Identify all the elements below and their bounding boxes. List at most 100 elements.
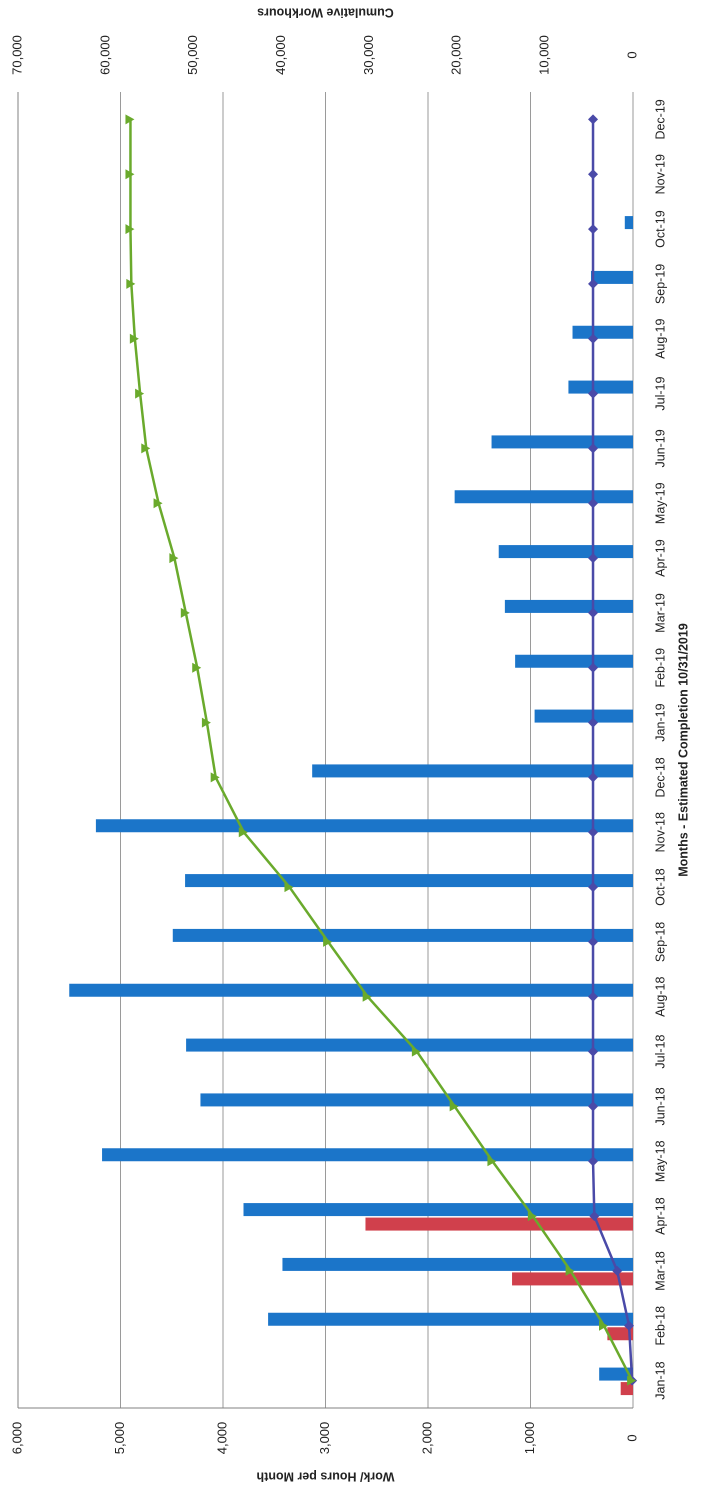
bar-monthly-hours [534, 709, 633, 723]
category-label: Aug-19 [653, 319, 667, 359]
line-marker-diamond [588, 224, 599, 235]
line-marker-diamond [624, 1320, 635, 1331]
line-marker-diamond [588, 498, 599, 509]
category-label: Jul-19 [653, 377, 667, 411]
line-marker-diamond [588, 991, 599, 1002]
line-marker-triangle [125, 224, 135, 235]
line-marker-triangle [153, 498, 163, 509]
category-label: Mar-18 [653, 1251, 667, 1291]
bar-secondary-hours [607, 1327, 633, 1341]
line-marker-triangle [125, 169, 135, 180]
category-label: Mar-19 [653, 593, 667, 633]
category-label: Sep-18 [653, 922, 667, 962]
bar-monthly-hours [504, 599, 633, 613]
value-tick-label: 3,000 [317, 1422, 332, 1455]
line-marker-triangle [141, 443, 151, 454]
line-marker-triangle [192, 662, 202, 673]
value-tick-label: 4,000 [214, 1422, 229, 1455]
line-marker-triangle [129, 333, 139, 344]
line-marker-diamond [588, 114, 599, 125]
line-cumulative-workhours [129, 119, 634, 1382]
y2-axis-title: Cumulative Workhours [257, 6, 394, 20]
line-marker-triangle [284, 882, 294, 893]
line-marker-diamond [588, 827, 599, 838]
bar-monthly-hours [491, 435, 633, 449]
line-marker-triangle [125, 114, 135, 125]
line-marker-diamond [588, 936, 599, 947]
line-marker-triangle [411, 1046, 421, 1057]
value-tick-label: 5,000 [112, 1422, 127, 1455]
category-label: Sep-19 [653, 264, 667, 304]
bar-monthly-hours [282, 1257, 633, 1271]
category-label: Jan-19 [653, 703, 667, 741]
bar-monthly-hours [572, 325, 633, 339]
category-label: Oct-18 [653, 868, 667, 906]
y-axis-title: Work/ Hours per Month [257, 1470, 395, 1484]
value-tick-label: 1,000 [522, 1422, 537, 1455]
bar-monthly-hours [185, 874, 633, 888]
bar-monthly-hours [95, 819, 633, 833]
category-label: Dec-18 [653, 757, 667, 797]
line-marker-diamond [588, 333, 599, 344]
value-tick-label: 0 [624, 1434, 639, 1441]
category-label: Feb-19 [653, 648, 667, 688]
line-marker-triangle [126, 278, 136, 289]
line-marker-triangle [527, 1211, 537, 1222]
bar-monthly-hours [200, 1093, 633, 1107]
line-marker-diamond [588, 388, 599, 399]
line-marker-triangle [362, 991, 372, 1002]
value-tick-label: 2,000 [419, 1422, 434, 1455]
bar-monthly-hours [498, 545, 633, 559]
category-label: Dec-19 [653, 99, 667, 139]
line-marker-diamond [588, 717, 599, 728]
line-marker-triangle [238, 827, 248, 838]
line-marker-diamond [588, 278, 599, 289]
cumulative-tick-label: 0 [624, 51, 639, 58]
line-marker-diamond [588, 169, 599, 180]
line-marker-diamond [588, 1101, 599, 1112]
category-label: May-19 [653, 482, 667, 524]
bar-monthly-hours [69, 983, 633, 997]
line-series-blue [591, 119, 634, 1381]
value-tick-label: 6,000 [9, 1422, 24, 1455]
category-label: Feb-18 [653, 1306, 667, 1346]
line-marker-triangle [210, 772, 220, 783]
line-marker-diamond [588, 662, 599, 673]
bar-monthly-hours [590, 270, 633, 284]
cumulative-tick-label: 10,000 [537, 35, 552, 75]
line-marker-diamond [588, 1046, 599, 1057]
line-marker-triangle [135, 388, 145, 399]
cumulative-tick-label: 50,000 [185, 35, 200, 75]
line-marker-diamond [612, 1265, 623, 1276]
line-marker-diamond [589, 1211, 600, 1222]
cumulative-tick-label: 30,000 [361, 35, 376, 75]
bar-monthly-hours [312, 764, 633, 778]
category-label: Jan-18 [653, 1361, 667, 1399]
line-marker-triangle [565, 1265, 575, 1276]
line-marker-diamond [588, 553, 599, 564]
cumulative-tick-label: 40,000 [273, 35, 288, 75]
category-label: Apr-18 [653, 1197, 667, 1235]
bar-secondary-hours [512, 1272, 633, 1286]
line-marker-triangle [201, 717, 211, 728]
cumulative-tick-label: 60,000 [97, 35, 112, 75]
bar-monthly-hours [599, 1367, 633, 1381]
bar-monthly-hours [268, 1312, 633, 1326]
category-label: Jul-18 [653, 1035, 667, 1069]
bar-monthly-hours [624, 216, 633, 230]
category-label: Oct-19 [653, 210, 667, 248]
bar-monthly-hours [568, 380, 633, 394]
line-marker-diamond [588, 607, 599, 618]
line-marker-diamond [588, 772, 599, 783]
line-marker-triangle [627, 1375, 637, 1386]
category-label: Jun-18 [653, 1087, 667, 1125]
line-marker-triangle [180, 607, 190, 618]
category-label: Nov-19 [653, 154, 667, 194]
line-marker-triangle [599, 1320, 609, 1331]
bar-secondary-hours [365, 1217, 633, 1231]
cumulative-tick-label: 70,000 [9, 35, 24, 75]
category-label: May-18 [653, 1140, 667, 1182]
category-label: Jun-19 [653, 429, 667, 467]
